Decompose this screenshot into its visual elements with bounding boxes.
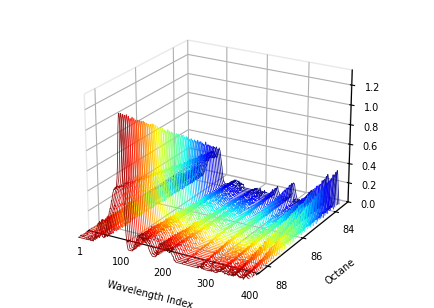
X-axis label: Wavelength Index: Wavelength Index xyxy=(106,279,194,308)
Y-axis label: Octane: Octane xyxy=(324,257,357,287)
